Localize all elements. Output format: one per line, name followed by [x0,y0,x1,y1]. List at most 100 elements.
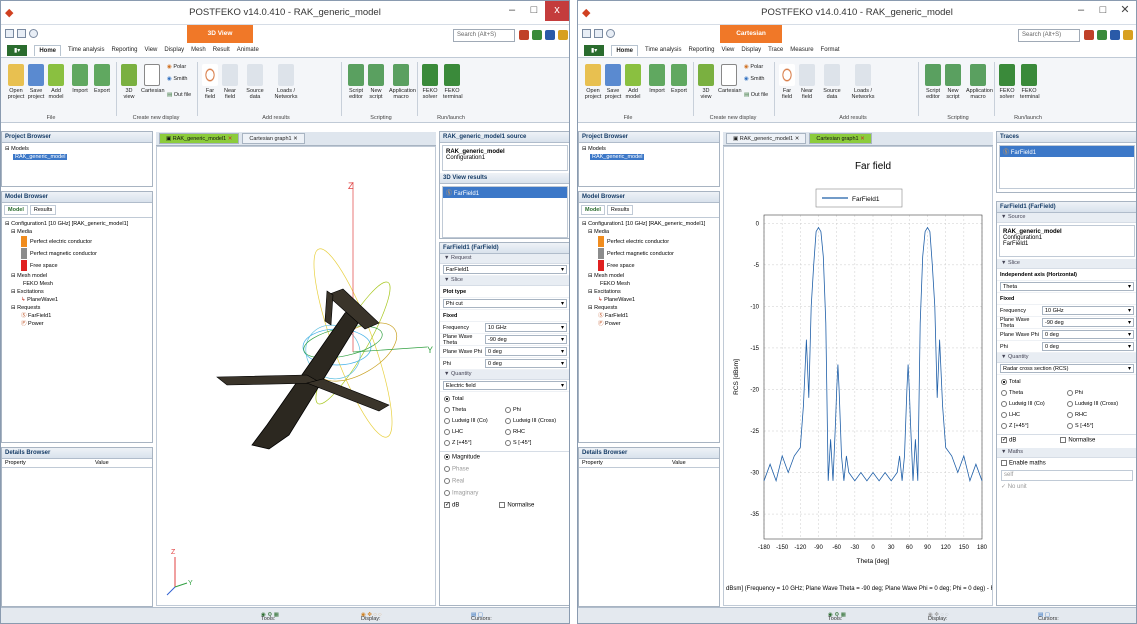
tree-mesh-model[interactable]: ⊟ Mesh model [588,273,625,279]
save-icon[interactable] [582,29,591,38]
section-quantity[interactable]: ▼ Quantity [440,370,569,380]
section-source[interactable]: ▼ Source [997,213,1136,223]
maximize-button[interactable]: □ [1099,4,1107,16]
feko-terminal-button[interactable]: FEKO terminal [1020,64,1040,100]
frequency-select[interactable]: 10 GHz [1042,306,1134,315]
tab-trace[interactable]: Trace [768,47,784,53]
radio-phi[interactable]: Phi [505,405,566,416]
radio-z45[interactable]: Z [+45°] [444,438,505,449]
phi-select[interactable]: 0 deg [1042,342,1134,351]
checkbox-normalise[interactable]: Normalise [499,502,534,514]
tab-display[interactable]: Display [164,47,185,53]
3d-view-button[interactable]: 3D view [697,64,715,100]
plot-type-select[interactable]: Phi cut [443,299,567,308]
tree-excitations[interactable]: ⊟ Excitations [11,289,44,295]
script-editor-button[interactable]: Script editor [924,64,942,100]
add-model-button[interactable]: Add model [624,64,642,100]
undo-icon[interactable] [29,29,38,38]
section-maths[interactable]: ▼ Maths [997,448,1136,458]
tree-feko-mesh[interactable]: FEKO Mesh [600,281,630,287]
context-tab-cartesian[interactable]: Cartesian [720,25,782,43]
radio-s45[interactable]: S [-45°] [505,438,566,449]
doc-tab-cartesian[interactable]: Cartesian graph1 ✕ [809,133,872,144]
help-icon[interactable] [1123,30,1133,40]
cadfeko-icon[interactable] [532,30,542,40]
checkbox-normalise[interactable]: Normalise [1060,437,1095,446]
doc-tab-3d[interactable]: ▣ RAK_generic_model1 ✕ [159,133,240,144]
context-tab-3d-view[interactable]: 3D View [187,25,253,43]
result-item-farfield[interactable]: Ⓢ FarField1 [443,187,567,198]
tab-results[interactable]: Results [606,205,634,215]
tab-reporting[interactable]: Reporting [688,47,715,53]
file-menu-button[interactable]: ▮▾ [7,44,28,56]
tab-view[interactable]: View [721,47,735,53]
tree-pmc[interactable]: Perfect magnetic conductor [5,248,149,260]
radio-imaginary[interactable]: Imaginary [444,490,566,502]
close-button[interactable]: ✕ [1120,4,1130,16]
far-field-button[interactable]: Far field [778,64,796,100]
3d-view-button[interactable]: 3D view [120,64,138,100]
radio-ludwig-cross[interactable]: Ludwig III (Cross) [505,416,566,427]
editfeko-icon[interactable] [1110,30,1120,40]
section-slice[interactable]: ▼ Slice [440,276,569,286]
quantity-select[interactable]: Electric field [443,381,567,390]
feko-terminal-button[interactable]: FEKO terminal [443,64,463,100]
source-data-button[interactable]: Source data [243,64,267,100]
tab-format[interactable]: Format [820,47,840,53]
doc-tab-3d[interactable]: ▣ RAK_generic_model1 ✕ [726,133,807,144]
tab-home[interactable]: Home [34,44,61,56]
out-file-button[interactable]: ▤ Out file [167,92,192,98]
tab-time-analysis[interactable]: Time analysis [68,47,105,53]
quantity-select[interactable]: Radar cross section (RCS) [1000,364,1134,373]
radio-lhc[interactable]: LHC [444,427,505,438]
radio-theta[interactable]: Theta [1001,388,1067,399]
save-icon[interactable] [5,29,14,38]
tab-measure[interactable]: Measure [790,47,814,53]
maximize-button[interactable]: □ [530,4,538,16]
tab-result[interactable]: Result [212,47,230,53]
near-field-button[interactable]: Near field [798,64,816,100]
loads-networks-button[interactable]: Loads / Networks [271,64,301,100]
tab-model[interactable]: Model [4,205,28,215]
checkbox-enable-maths[interactable]: Enable maths [997,458,1136,470]
pw-phi-select[interactable]: 0 deg [1042,330,1134,339]
radio-rhc[interactable]: RHC [1067,410,1133,421]
radio-s45[interactable]: S [-45°] [1067,421,1133,432]
export-button[interactable]: Export [668,64,690,94]
script-editor-button[interactable]: Script editor [347,64,365,100]
tab-home[interactable]: Home [611,44,638,56]
tree-excitations[interactable]: ⊟ Excitations [588,289,621,295]
new-script-button[interactable]: New script [367,64,385,100]
section-slice[interactable]: ▼ Slice [997,259,1136,269]
maths-expression-input[interactable]: self [1001,470,1133,481]
pw-theta-select[interactable]: -90 deg [485,335,567,344]
tree-farfield[interactable]: Ⓢ FarField1 [21,313,52,319]
tab-results[interactable]: Results [29,205,57,215]
tree-models[interactable]: ⊟ Models [582,146,606,152]
request-select[interactable]: FarField1 [443,265,567,274]
search-input[interactable]: Search (Alt+S) [1018,29,1080,42]
radio-ludwig-cross[interactable]: Ludwig III (Cross) [1067,399,1133,410]
radio-total[interactable]: Total [444,394,505,405]
checkbox-db[interactable]: ✓ dB [444,502,460,509]
radio-phase[interactable]: Phase [444,466,566,478]
radio-lhc[interactable]: LHC [1001,410,1067,421]
minimize-button[interactable]: – [1077,4,1085,16]
radio-rhc[interactable]: RHC [505,427,566,438]
undo-icon[interactable] [606,29,615,38]
open-icon[interactable] [17,29,26,38]
tree-power[interactable]: Ⓟ Power [598,321,621,327]
application-macro-button[interactable]: Application macro [966,64,993,100]
tab-animate[interactable]: Animate [236,47,259,53]
minimize-button[interactable]: – [508,4,516,16]
trace-item-farfield[interactable]: Ⓢ FarField1 [1000,146,1134,157]
section-request[interactable]: ▼ Request [440,254,569,264]
help-icon[interactable] [558,30,568,40]
cartesian-button[interactable]: Cartesian [718,64,742,94]
doc-tab-cartesian[interactable]: Cartesian graph1 ✕ [242,133,305,144]
source-data-button[interactable]: Source data [820,64,844,100]
polar-button[interactable]: ◉ Polar [744,64,764,70]
tree-feko-mesh[interactable]: FEKO Mesh [23,281,53,287]
radio-phi[interactable]: Phi [1067,388,1133,399]
radio-total[interactable]: Total [1001,377,1067,388]
